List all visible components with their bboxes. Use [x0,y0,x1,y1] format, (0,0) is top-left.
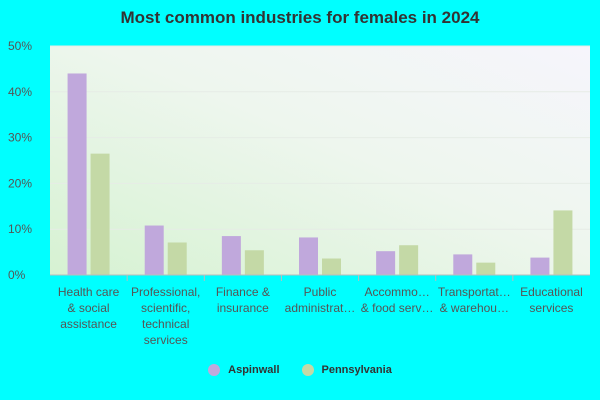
y-tick-label: 20% [8,176,32,190]
legend-swatch [208,364,221,376]
y-tick-label: 10% [8,222,32,236]
legend-label: Pennsylvania [321,364,392,376]
x-tick-label: Educational services [520,285,583,315]
bar-pennsylvania-5 [476,262,496,275]
x-tick-label: Finance & insurance [216,285,270,315]
bar-pennsylvania-6 [553,210,573,275]
legend-item-aspinwall: Aspinwall [208,364,280,376]
y-tick-label: 0% [8,268,26,282]
x-tick-label: Accommo… & food serv… [361,285,434,315]
bar-pennsylvania-2 [244,250,264,275]
y-tick-label: 50% [8,39,32,53]
x-tick-label: Health care & social assistance [58,285,120,331]
bar-aspinwall-6 [530,257,550,275]
bar-aspinwall-4 [376,251,396,275]
legend-swatch [301,364,314,376]
bar-pennsylvania-0 [90,153,110,275]
legend-item-pennsylvania: Pennsylvania [301,364,392,376]
x-tick-label: Professional, scientific, technical service… [131,285,200,347]
bar-pennsylvania-1 [167,242,187,275]
bar-pennsylvania-4 [399,245,419,275]
bar-pennsylvania-3 [322,258,341,275]
bar-aspinwall-3 [299,237,318,275]
bar-aspinwall-1 [144,225,164,275]
x-tick-label: Public administrat… [285,285,356,315]
plot-background [50,46,590,275]
legend-label: Aspinwall [228,364,280,376]
x-tick-label: Transportat… & warehou… [438,285,511,315]
bar-aspinwall-5 [453,254,473,275]
legend: Aspinwall Pennsylvania [0,364,600,379]
chart-title: Most common industries for females in 20… [120,8,480,27]
y-tick-label: 30% [8,131,32,145]
bar-aspinwall-2 [221,236,241,275]
bar-aspinwall-0 [67,73,87,275]
y-tick-label: 40% [8,85,32,99]
